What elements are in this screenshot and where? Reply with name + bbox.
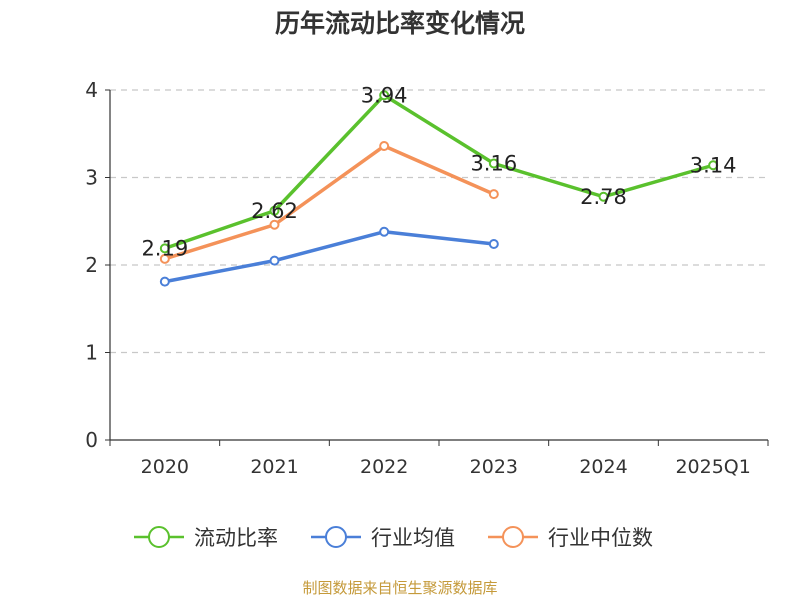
series-point-0[interactable] — [598, 191, 609, 202]
series-point-0[interactable] — [708, 160, 719, 171]
series-point-1[interactable] — [379, 226, 390, 237]
legend-circle-icon — [148, 526, 170, 548]
data-label: 2.19 — [141, 236, 188, 260]
series-line-0 — [163, 93, 715, 251]
legend-circle-icon — [325, 526, 347, 548]
axes: 0 1 2 3 4 2020 2021 2022 2023 2024 2025Q1 — [85, 78, 769, 478]
x-tick-label: 2024 — [579, 456, 627, 478]
series-line-2 — [163, 144, 496, 261]
series-point-2[interactable] — [159, 253, 170, 264]
series-point-2[interactable] — [379, 141, 390, 151]
legend-label: 流动比率 — [194, 526, 278, 550]
data-label: 2.78 — [580, 185, 627, 209]
data-label: 3.94 — [361, 83, 408, 107]
series-point-1[interactable] — [269, 255, 280, 266]
y-tick-label: 4 — [85, 78, 98, 102]
series-point-1[interactable] — [159, 276, 170, 287]
chart-title: 历年流动比率变化情况 — [274, 9, 525, 38]
series-point-1[interactable] — [488, 239, 499, 249]
series-layer — [159, 90, 719, 287]
legend-item-1[interactable]: 行业均值 — [311, 526, 455, 550]
legend-item-2[interactable]: 行业中位数 — [488, 526, 653, 550]
x-tick-label: 2025Q1 — [675, 456, 750, 478]
data-labels: 2.19 2.62 3.94 3.16 2.78 3.14 — [141, 83, 736, 260]
x-tick-label: 2021 — [250, 456, 298, 478]
y-tick-label: 1 — [85, 341, 98, 365]
y-tick-label: 2 — [85, 253, 98, 277]
legend-circle-icon — [502, 526, 524, 548]
series-point-0[interactable] — [488, 158, 499, 169]
data-label: 3.16 — [470, 152, 517, 176]
y-tick-label: 3 — [85, 166, 98, 190]
legend: 流动比率 行业均值 行业中位数 — [134, 526, 653, 550]
legend-label: 行业中位数 — [548, 526, 653, 550]
series-point-0[interactable] — [379, 90, 390, 101]
series-point-0[interactable] — [159, 243, 170, 254]
x-tick-label: 2023 — [470, 456, 518, 478]
x-tick-label: 2020 — [141, 456, 189, 478]
x-tick-label: 2022 — [360, 456, 408, 478]
legend-label: 行业均值 — [371, 526, 455, 550]
series-point-2[interactable] — [488, 189, 499, 200]
data-label: 2.62 — [251, 199, 298, 223]
series-point-2[interactable] — [269, 219, 280, 230]
legend-item-0[interactable]: 流动比率 — [134, 526, 278, 550]
series-point-0[interactable] — [269, 205, 280, 216]
source-note: 制图数据来自恒生聚源数据库 — [302, 579, 498, 597]
data-label: 3.14 — [690, 153, 737, 177]
y-tick-label: 0 — [85, 428, 98, 452]
series-line-1 — [163, 230, 496, 284]
